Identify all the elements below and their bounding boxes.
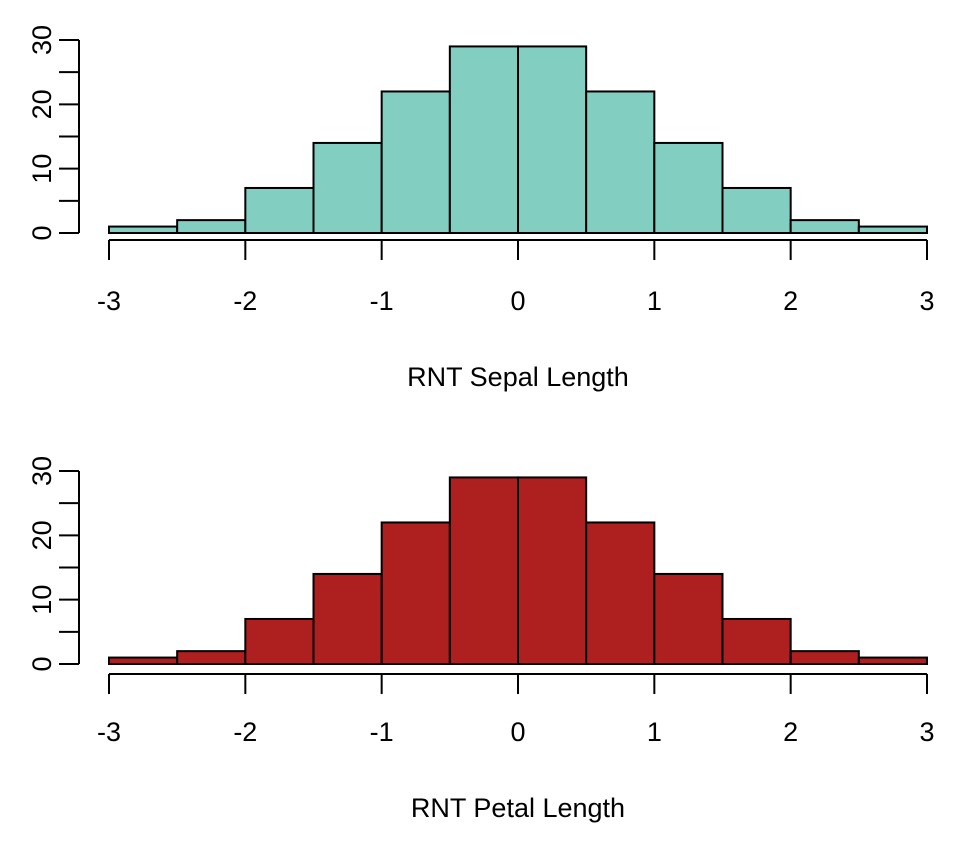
histogram-bar (312, 141, 383, 234)
x-tick-label: 0 (510, 717, 525, 747)
histogram-bar (517, 45, 588, 234)
x-tick-label: 2 (783, 717, 798, 747)
histogram-bar (789, 219, 860, 234)
x-tick-label: 3 (919, 286, 934, 316)
histogram-bar (653, 141, 724, 234)
histogram-bar (857, 656, 928, 665)
histogram-bars (108, 476, 928, 666)
histogram-bar (108, 656, 179, 665)
x-tick-label: 1 (647, 286, 662, 316)
x-tick-label: -1 (370, 717, 394, 747)
histogram-bar (857, 225, 928, 234)
x-tick-label: -1 (370, 286, 394, 316)
y-tick-label: 20 (27, 520, 57, 550)
histogram-bar (108, 225, 179, 234)
x-tick-label: 1 (647, 717, 662, 747)
histogram-bar (312, 572, 383, 666)
histogram-bar (653, 572, 724, 666)
y-tick-label: 0 (27, 656, 57, 671)
histogram-bar (244, 186, 315, 234)
histogram-bar (176, 650, 247, 666)
petal-length-histogram: RNT Petal Length 0 10 20 30 -3 -2 -1 0 1 2 3 (27, 456, 934, 823)
x-tick-label: 2 (783, 286, 798, 316)
histogram-bar (585, 90, 656, 235)
histogram-bar (244, 617, 315, 666)
x-tick-label: -2 (233, 286, 257, 316)
y-axis: 0 10 20 30 (27, 456, 80, 672)
x-tick-label: -3 (97, 717, 121, 747)
histogram-bar (721, 617, 792, 666)
histogram-bar (380, 90, 451, 235)
histogram-bar (448, 476, 520, 665)
y-tick-label: 30 (27, 25, 57, 55)
y-tick-label: 10 (27, 585, 57, 615)
x-tick-label: -3 (97, 286, 121, 316)
histogram-bar (176, 219, 247, 234)
y-tick-label: 10 (27, 154, 57, 184)
x-axis: -3 -2 -1 0 1 2 3 (97, 673, 935, 747)
x-axis-title: RNT Petal Length (411, 793, 625, 823)
histogram-bar (517, 476, 588, 665)
x-tick-label: 3 (919, 717, 934, 747)
sepal-length-histogram: RNT Sepal Length 0 10 20 30 -3 -2 -1 0 1 2 3 (27, 25, 934, 392)
y-tick-label: 30 (27, 456, 57, 486)
histogram-bar (721, 186, 792, 234)
histogram-bar (585, 521, 656, 666)
x-tick-label: -2 (233, 717, 257, 747)
histogram-bar (789, 650, 860, 666)
x-tick-label: 0 (510, 286, 525, 316)
x-axis-title: RNT Sepal Length (407, 362, 629, 392)
x-axis: -3 -2 -1 0 1 2 3 (97, 239, 935, 316)
y-axis: 0 10 20 30 (27, 25, 80, 241)
y-tick-label: 0 (27, 225, 57, 240)
y-tick-label: 20 (27, 89, 57, 119)
histogram-bar (448, 45, 520, 234)
histogram-bars (108, 45, 928, 235)
histogram-bar (380, 521, 451, 666)
